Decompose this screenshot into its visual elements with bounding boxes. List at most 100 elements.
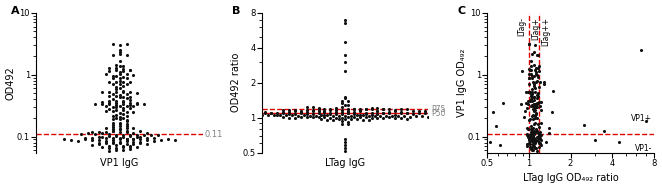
Point	[111, 146, 121, 149]
Point	[530, 103, 541, 106]
Point	[118, 116, 128, 119]
Point	[443, 112, 453, 115]
Point	[169, 139, 180, 142]
Point	[322, 114, 332, 117]
Point	[307, 116, 318, 119]
Point	[135, 130, 146, 133]
Point	[343, 120, 354, 123]
Point	[236, 113, 247, 116]
Point	[530, 146, 540, 149]
Point	[530, 121, 540, 124]
Point	[340, 40, 350, 43]
Point	[532, 54, 542, 57]
Point	[115, 83, 125, 86]
Point	[289, 113, 300, 116]
Point	[121, 127, 132, 130]
Point	[526, 129, 537, 132]
Point	[530, 138, 541, 141]
Point	[524, 68, 535, 71]
Point	[115, 51, 125, 54]
Point	[118, 145, 128, 148]
Text: 0.11: 0.11	[205, 129, 223, 139]
Point	[529, 105, 540, 108]
Point	[532, 106, 542, 109]
Point	[526, 100, 537, 103]
Point	[534, 70, 544, 73]
Point	[526, 93, 536, 96]
Point	[526, 103, 537, 106]
Point	[337, 102, 348, 105]
Point	[437, 112, 448, 115]
Point	[523, 91, 534, 94]
Text: VP1+: VP1+	[632, 114, 652, 123]
Point	[530, 116, 540, 119]
Point	[375, 115, 386, 118]
Point	[526, 73, 536, 76]
Point	[488, 110, 498, 113]
Point	[107, 76, 118, 79]
Point	[101, 139, 111, 143]
Point	[528, 137, 539, 140]
Point	[408, 109, 418, 112]
Y-axis label: OD492 ratio: OD492 ratio	[231, 53, 241, 112]
Point	[121, 139, 132, 143]
Point	[132, 135, 142, 138]
Point	[73, 139, 83, 142]
Point	[526, 104, 536, 107]
Point	[524, 43, 534, 46]
Point	[516, 69, 527, 72]
Point	[522, 127, 533, 130]
Point	[434, 114, 445, 117]
Point	[461, 113, 471, 116]
Point	[337, 100, 348, 103]
Point	[534, 138, 545, 141]
Point	[121, 131, 132, 134]
Point	[121, 129, 132, 132]
Point	[104, 102, 115, 105]
Point	[396, 112, 406, 115]
Point	[93, 141, 104, 144]
Point	[135, 138, 146, 141]
Point	[225, 112, 236, 115]
Point	[524, 136, 535, 139]
Point	[293, 115, 303, 118]
Point	[340, 149, 350, 152]
Point	[532, 101, 542, 105]
Point	[135, 141, 146, 144]
Point	[104, 95, 115, 98]
Point	[252, 114, 262, 117]
Point	[498, 101, 508, 105]
Point	[531, 80, 542, 83]
Point	[115, 121, 125, 124]
Point	[538, 82, 549, 85]
Point	[541, 141, 551, 144]
Point	[319, 111, 330, 114]
Point	[343, 112, 354, 115]
Point	[118, 100, 128, 103]
Point	[534, 142, 544, 145]
Point	[124, 146, 135, 149]
Point	[343, 104, 354, 107]
Point	[536, 122, 546, 125]
Point	[534, 130, 545, 133]
Point	[410, 114, 421, 117]
Point	[425, 112, 436, 115]
Point	[76, 132, 87, 135]
Point	[128, 142, 139, 145]
Point	[149, 136, 160, 139]
Point	[334, 117, 344, 120]
Point	[384, 110, 395, 113]
Point	[360, 112, 371, 115]
Point	[530, 131, 540, 134]
Point	[79, 138, 90, 141]
Point	[107, 93, 118, 96]
Point	[124, 148, 135, 151]
Point	[343, 122, 354, 125]
Point	[520, 110, 530, 113]
Point	[104, 108, 115, 111]
Point	[349, 115, 359, 119]
Point	[536, 138, 547, 141]
Point	[104, 146, 115, 149]
Point	[352, 114, 362, 117]
Point	[272, 111, 283, 114]
